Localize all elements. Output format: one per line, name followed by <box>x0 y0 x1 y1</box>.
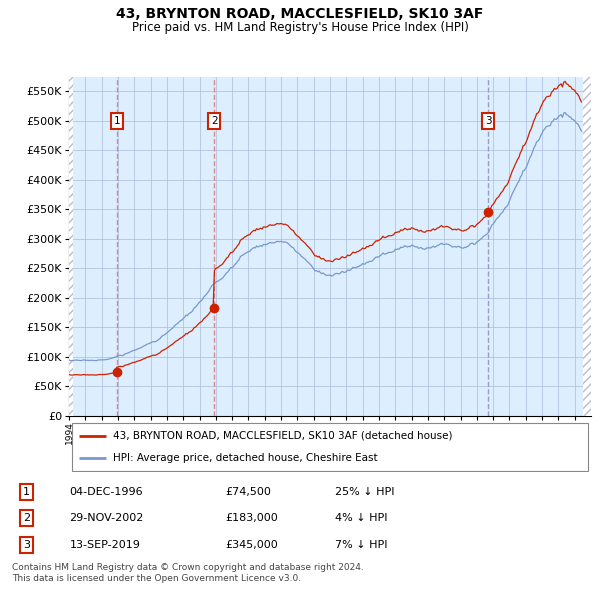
Text: 43, BRYNTON ROAD, MACCLESFIELD, SK10 3AF: 43, BRYNTON ROAD, MACCLESFIELD, SK10 3AF <box>116 7 484 21</box>
Bar <box>69 77 73 416</box>
Text: 25% ↓ HPI: 25% ↓ HPI <box>335 487 394 497</box>
Text: 7% ↓ HPI: 7% ↓ HPI <box>335 540 387 550</box>
Text: HPI: Average price, detached house, Cheshire East: HPI: Average price, detached house, Ches… <box>113 453 378 463</box>
Text: Contains HM Land Registry data © Crown copyright and database right 2024.
This d: Contains HM Land Registry data © Crown c… <box>12 563 364 583</box>
FancyBboxPatch shape <box>71 423 589 471</box>
Text: 04-DEC-1996: 04-DEC-1996 <box>70 487 143 497</box>
Text: 13-SEP-2019: 13-SEP-2019 <box>70 540 140 550</box>
Text: 4% ↓ HPI: 4% ↓ HPI <box>335 513 387 523</box>
Text: £183,000: £183,000 <box>225 513 278 523</box>
Text: 2: 2 <box>211 116 218 126</box>
Text: 43, BRYNTON ROAD, MACCLESFIELD, SK10 3AF (detached house): 43, BRYNTON ROAD, MACCLESFIELD, SK10 3AF… <box>113 431 453 441</box>
Text: 3: 3 <box>23 540 30 550</box>
Text: 2: 2 <box>23 513 30 523</box>
Text: 1: 1 <box>23 487 30 497</box>
Text: £74,500: £74,500 <box>225 487 271 497</box>
Text: £345,000: £345,000 <box>225 540 278 550</box>
Bar <box>583 77 595 416</box>
Text: 3: 3 <box>485 116 492 126</box>
Text: 29-NOV-2002: 29-NOV-2002 <box>70 513 144 523</box>
Text: 1: 1 <box>113 116 120 126</box>
Text: Price paid vs. HM Land Registry's House Price Index (HPI): Price paid vs. HM Land Registry's House … <box>131 21 469 34</box>
